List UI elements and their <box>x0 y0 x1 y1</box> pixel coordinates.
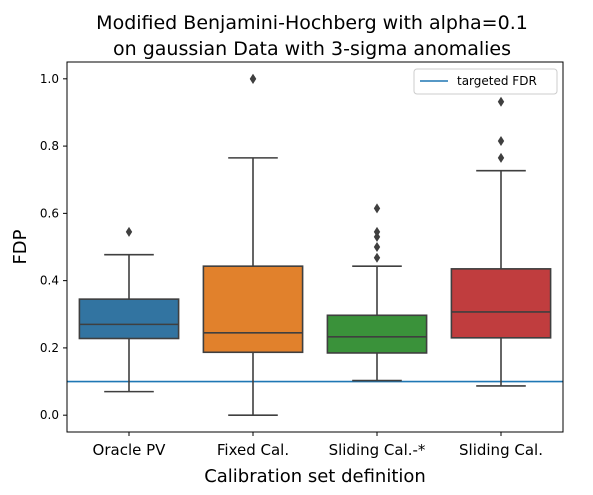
y-tick-label: 0.0 <box>40 408 59 422</box>
y-axis-ticks: 0.0 0.2 0.4 0.6 0.8 1.0 <box>40 72 67 422</box>
outlier-point <box>373 231 381 242</box>
legend-label: targeted FDR <box>457 74 537 88</box>
x-tick-label: Oracle PV <box>93 441 167 459</box>
outlier-point <box>497 136 505 147</box>
box-iqr <box>78 298 180 340</box>
outlier-point <box>373 252 381 263</box>
x-axis-ticks: Oracle PV Fixed Cal. Sliding Cal.-* Sliding… <box>93 432 543 459</box>
box-group <box>450 96 552 387</box>
x-tick-label: Sliding Cal.-* <box>329 441 426 459</box>
box-group <box>326 203 428 382</box>
y-tick-label: 0.2 <box>40 341 59 355</box>
outlier-point <box>125 226 133 237</box>
y-tick-label: 1.0 <box>40 72 59 86</box>
x-axis-label: Calibration set definition <box>204 466 426 487</box>
x-tick-label: Sliding Cal. <box>459 441 543 459</box>
y-tick-label: 0.8 <box>40 139 59 153</box>
box-group <box>202 73 304 416</box>
outlier-point <box>497 152 505 163</box>
x-tick-label: Fixed Cal. <box>217 441 289 459</box>
legend-box <box>413 68 558 95</box>
box-iqr <box>326 314 428 354</box>
y-axis-label: FDP <box>10 229 31 264</box>
chart-title-line-1: Modified Benjamini-Hochberg with alpha=0… <box>96 12 528 34</box>
box-iqr <box>202 265 304 354</box>
plot-area <box>67 73 563 416</box>
axes-frame <box>66 61 564 433</box>
outlier-point <box>373 203 381 214</box>
outlier-point <box>497 96 505 107</box>
chart-title-line-2: on gaussian Data with 3-sigma anomalies <box>113 38 511 60</box>
y-tick-label: 0.6 <box>40 206 59 220</box>
outlier-point <box>373 226 381 237</box>
outlier-point <box>249 73 257 84</box>
legend: targeted FDR <box>413 68 558 95</box>
outlier-point <box>373 242 381 252</box>
y-tick-label: 0.4 <box>40 274 59 288</box>
box-group <box>78 226 180 393</box>
box-iqr <box>450 268 552 339</box>
